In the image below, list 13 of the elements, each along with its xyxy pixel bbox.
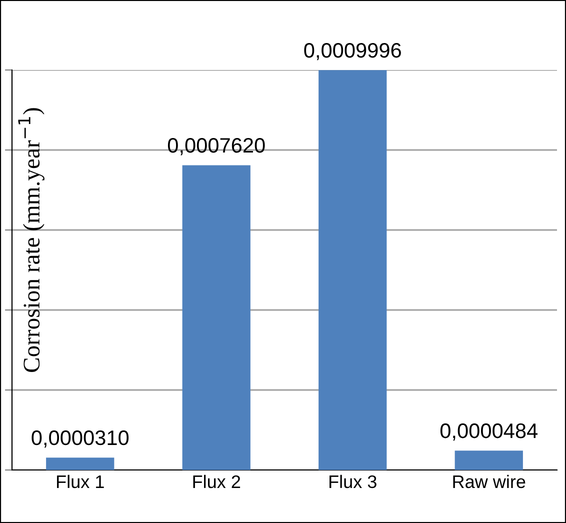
y-axis-title: Corrosion rate (mm.year$^{−1}$): [18, 108, 44, 372]
x-tick-label: Flux 3: [330, 474, 376, 488]
x-tick-label: Raw wire: [453, 474, 526, 488]
data-label: 0,0000484: [440, 423, 538, 441]
bar: [46, 458, 114, 470]
bar: [318, 70, 387, 470]
data-label: 0,0009996: [304, 42, 401, 60]
data-label: 0,0007620: [168, 138, 265, 156]
x-tick-label: Flux 2: [193, 474, 240, 488]
bar: [454, 450, 523, 470]
data-label: 0,0000310: [32, 430, 129, 448]
bar: [182, 165, 250, 470]
x-tick-label: Flux 1: [57, 474, 104, 488]
